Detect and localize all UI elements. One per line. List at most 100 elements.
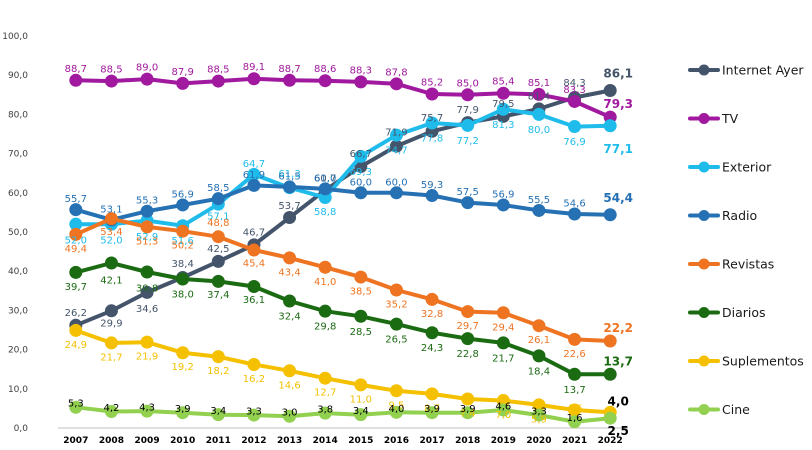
data-label-internet-ayer: 66,7 [350,149,372,160]
data-point-radio [247,178,261,192]
data-label-diarios: 39,8 [136,283,158,294]
data-label-cine: 4,3 [139,403,155,414]
data-label-cine: 4,2 [103,403,119,414]
legend: Internet Ayer TV Exterior Radio Revistas Diar… [688,63,804,417]
data-label-radio: 54,4 [603,191,633,205]
data-label-suplementos: 7,4 [460,408,476,419]
data-point-tv [354,75,368,89]
data-point-suplementos [354,378,368,392]
data-point-diarios [496,336,510,350]
data-point-tv [318,74,332,88]
data-label-cine: 3,4 [210,406,226,417]
data-label-tv: 85,4 [492,77,514,88]
y-tick-label: 0,0 [14,424,29,434]
legend-marker-suplementos [698,355,710,367]
y-tick-label: 20,0 [8,346,28,356]
data-point-tv [461,88,475,102]
data-label-exterior: 74,7 [385,146,407,157]
data-label-internet-ayer: 42,5 [207,244,229,255]
data-point-cine [425,406,439,420]
data-point-tv [104,74,118,88]
data-point-tv [568,94,582,108]
data-point-revistas [283,251,297,265]
legend-marker-exterior [698,161,710,173]
series-line-tv [73,76,613,120]
data-label-cine: 3,0 [282,408,298,419]
data-label-revistas: 43,4 [278,267,300,278]
data-label-tv: 87,8 [385,67,407,78]
x-tick-label: 2019 [491,436,516,446]
data-point-cine [211,408,225,422]
legend-label-suplementos: Suplementos [722,354,804,369]
legend-marker-diarios [698,307,710,318]
data-label-exterior: 57,1 [207,212,229,223]
data-point-diarios [532,349,546,363]
x-tick-label: 2013 [277,436,302,446]
data-point-revistas [69,227,83,241]
data-point-radio [283,180,297,194]
data-point-internet-ayer [140,285,154,299]
data-point-exterior [568,120,582,134]
data-point-suplementos [318,371,332,385]
legend-label-revistas: Revistas [722,257,774,272]
data-label-revistas: 38,5 [350,287,372,298]
data-point-cine [389,405,403,419]
data-point-internet-ayer [283,210,297,224]
data-label-revistas: 29,7 [457,321,479,332]
y-tick-label: 50,0 [8,228,28,238]
data-label-cine: 3,9 [424,404,440,415]
data-point-diarios [354,309,368,323]
data-point-internet-ayer [104,304,118,318]
data-label-tv: 79,3 [603,97,633,111]
data-point-revistas [247,243,261,257]
x-tick-label: 2016 [384,436,409,446]
data-point-exterior [603,119,617,133]
data-label-suplementos: 21,7 [100,352,122,363]
data-label-revistas: 50,2 [172,241,194,252]
data-point-radio [532,203,546,217]
data-label-radio: 56,9 [172,189,194,200]
data-label-revistas: 29,4 [492,322,514,333]
data-label-revistas: 22,2 [603,321,633,335]
x-tick-label: 2009 [135,436,160,446]
data-point-tv [247,72,261,86]
series-line-radio [73,183,613,222]
data-point-tv [425,87,439,101]
legend-label-tv: TV [721,111,739,126]
data-point-suplementos [389,384,403,398]
data-point-cine [104,405,118,419]
data-label-radio: 55,7 [65,194,87,205]
data-label-exterior: 69,3 [350,167,372,178]
data-point-cine [568,415,582,429]
y-tick-label: 70,0 [8,150,28,160]
data-label-revistas: 35,2 [385,300,407,311]
data-label-radio: 57,5 [457,187,479,198]
data-label-tv: 88,3 [350,65,372,76]
data-point-diarios [176,272,190,286]
data-label-internet-ayer: 60,7 [314,174,336,185]
data-label-tv: 85,0 [457,78,479,89]
data-label-revistas: 49,4 [65,244,87,255]
data-point-exterior [389,128,403,142]
data-label-internet-ayer: 38,4 [172,259,194,270]
x-tick-label: 2022 [598,436,623,446]
legend-marker-internet-ayer [698,64,710,76]
data-label-revistas: 45,4 [243,259,265,270]
data-label-internet-ayer: 46,7 [243,227,265,238]
x-tick-label: 2012 [241,436,266,446]
legend-label-internet-ayer: Internet Ayer [722,63,804,78]
data-label-tv: 88,7 [65,64,87,75]
data-labels: 26,2 29,9 34,6 38,4 42,5 46,7 53,7 60,7 66,7 71,9… [65,62,633,438]
data-label-internet-ayer: 26,2 [65,308,87,319]
data-label-internet-ayer: 53,7 [278,201,300,212]
data-point-cine [461,406,475,420]
data-label-diarios: 28,5 [350,327,372,338]
y-tick-label: 90,0 [8,71,28,81]
series-line-diarios [73,261,613,377]
data-label-suplementos: 24,9 [65,340,87,351]
y-tick-label: 80,0 [8,110,28,120]
x-tick-label: 2015 [348,436,373,446]
data-point-exterior [496,102,510,116]
data-label-internet-ayer: 81,4 [528,91,550,102]
data-label-suplementos: 4,0 [608,394,629,408]
